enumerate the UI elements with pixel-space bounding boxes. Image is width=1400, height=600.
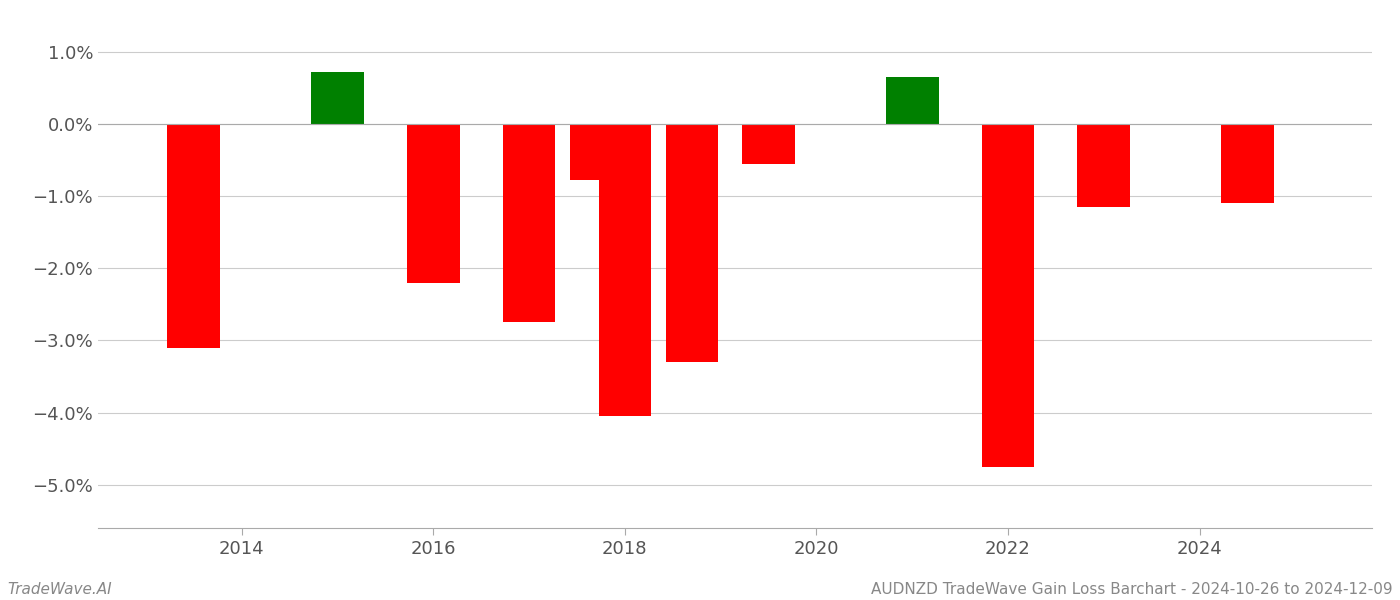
Bar bbox=[1221, 124, 1274, 203]
Bar bbox=[599, 124, 651, 416]
Bar bbox=[570, 124, 623, 180]
Bar bbox=[503, 124, 556, 322]
Bar bbox=[886, 77, 938, 124]
Bar bbox=[665, 124, 718, 362]
Bar bbox=[981, 124, 1035, 467]
Text: AUDNZD TradeWave Gain Loss Barchart - 2024-10-26 to 2024-12-09: AUDNZD TradeWave Gain Loss Barchart - 20… bbox=[871, 582, 1393, 597]
Bar bbox=[311, 72, 364, 124]
Text: TradeWave.AI: TradeWave.AI bbox=[7, 582, 112, 597]
Bar bbox=[168, 124, 220, 347]
Bar bbox=[407, 124, 459, 283]
Bar bbox=[1078, 124, 1130, 207]
Bar bbox=[742, 124, 795, 164]
